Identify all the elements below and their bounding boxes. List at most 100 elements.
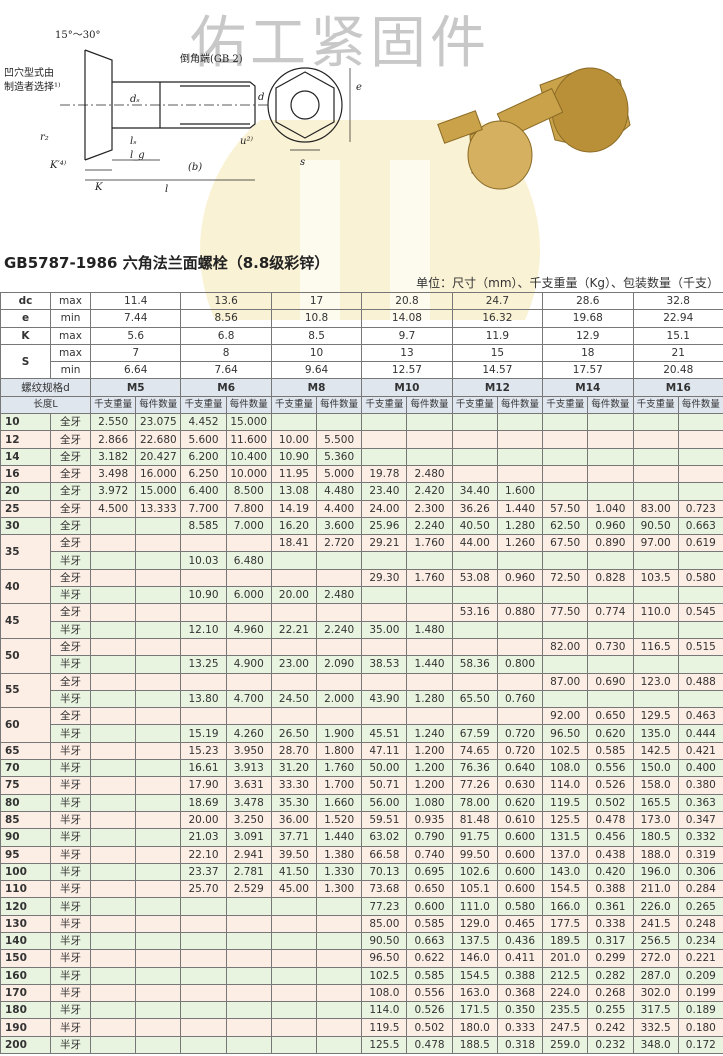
table-row: 25 全牙 4.500 13.333 7.700 7.800 14.19 4.400 24.00…	[0, 499, 723, 518]
table-cell: 0.800	[496, 655, 544, 674]
table-cell: 6.400	[180, 482, 227, 501]
thread-type: 半牙	[50, 776, 91, 795]
table-row: 80 半牙 18.69 3.478 35.30 1.660 56.00 1.080 78.00 0…	[0, 793, 723, 812]
table-cell: 0.265	[677, 897, 723, 916]
table-cell	[451, 551, 498, 570]
table-cell: 10.90	[180, 586, 227, 605]
table-cell	[496, 430, 544, 449]
spec-table: dc max 11.4 13.6 17 20.8 24.7 28.6 32.8 e min 7.44 8…	[0, 291, 723, 1055]
table-row: 200 半牙 125.5 0.478 188.5 0.318 259.0 0.232 348.0…	[0, 1035, 723, 1055]
table-cell: 0.411	[496, 949, 544, 968]
thread-type: 半牙	[50, 897, 91, 916]
table-cell	[180, 534, 227, 553]
table-cell: 0.828	[587, 568, 634, 588]
table-cell: 87.00	[542, 672, 589, 691]
table-cell: 0.248	[677, 914, 723, 933]
table-cell: 0.299	[587, 949, 634, 968]
table-cell: 103.5	[632, 568, 679, 588]
table-cell: 6.480	[225, 551, 272, 570]
table-cell	[225, 707, 272, 726]
table-cell: 150.0	[632, 759, 679, 778]
table-cell	[89, 949, 137, 968]
table-cell: 0.760	[496, 689, 544, 709]
table-cell	[225, 534, 272, 553]
sub-header: 每件数量	[587, 395, 634, 415]
table-cell	[89, 672, 137, 691]
table-cell: 287.0	[632, 966, 679, 985]
table-cell: 0.255	[587, 1001, 634, 1020]
sub-header: 千支重量	[632, 395, 679, 415]
table-cell: 189.5	[542, 931, 589, 951]
table-cell: 0.368	[496, 983, 544, 1003]
table-cell: 3.182	[89, 447, 137, 466]
length: 140	[0, 931, 51, 951]
table-cell	[89, 551, 137, 570]
table-cell	[316, 1018, 363, 1037]
table-cell: 348.0	[632, 1035, 679, 1055]
table-cell	[542, 689, 589, 709]
dimension-limit: max	[50, 291, 91, 311]
table-cell	[270, 1018, 318, 1037]
table-cell: 0.960	[587, 516, 634, 536]
table-cell	[180, 637, 227, 657]
size-header: M16	[632, 378, 723, 397]
table-cell: 196.0	[632, 862, 679, 882]
table-row: 65 半牙 15.23 3.950 28.70 1.800 47.11 1.200 74.65 0…	[0, 741, 723, 761]
table-cell: 8.585	[180, 516, 227, 536]
table-cell	[677, 482, 723, 501]
table-row: 140 半牙 90.50 0.663 137.5 0.436 189.5 0.317 256.5…	[0, 931, 723, 951]
title: GB5787-1986 六角法兰面螺栓（8.8级彩锌）	[4, 254, 330, 272]
thread-type: 半牙	[50, 689, 91, 709]
table-cell	[89, 966, 137, 985]
table-cell: 0.338	[587, 914, 634, 933]
table-cell: 29.21	[361, 534, 408, 553]
table-cell	[406, 551, 453, 570]
table-cell	[361, 603, 408, 622]
table-cell: 90.50	[361, 931, 408, 951]
drawing-label: l_g	[130, 150, 145, 161]
table-cell: 2.941	[225, 845, 272, 864]
table-cell: 72.50	[542, 568, 589, 588]
thread-type: 半牙	[50, 880, 91, 899]
table-cell	[225, 931, 272, 951]
thread-type: 半牙	[50, 931, 91, 951]
table-cell: 2.480	[406, 464, 453, 484]
table-cell: 91.75	[451, 828, 498, 847]
table-cell: 0.630	[496, 776, 544, 795]
table-cell	[677, 447, 723, 466]
table-cell	[406, 637, 453, 657]
length: 25	[0, 499, 51, 518]
table-cell: 317.5	[632, 1001, 679, 1020]
table-cell: 131.5	[542, 828, 589, 847]
table-cell	[225, 637, 272, 657]
table-cell	[135, 880, 182, 899]
table-cell: 0.363	[677, 793, 723, 812]
table-cell	[587, 551, 634, 570]
table-cell	[89, 724, 137, 743]
table-cell	[587, 447, 634, 466]
table-cell: 11.600	[225, 430, 272, 449]
size-header: M12	[451, 378, 544, 397]
table-cell: 26.50	[270, 724, 318, 743]
dimension-value: 16.32	[451, 309, 544, 328]
thread-type: 全牙	[50, 482, 91, 501]
size-header: M8	[270, 378, 363, 397]
dimension-limit: min	[50, 361, 91, 380]
table-cell	[677, 464, 723, 484]
table-cell	[632, 689, 679, 709]
table-cell: 0.663	[406, 931, 453, 951]
drawing-label: 15°～30°	[55, 30, 100, 41]
table-cell: 0.463	[677, 707, 723, 726]
dimension-value: 10	[270, 343, 363, 363]
table-cell	[451, 707, 498, 726]
table-cell: 2.300	[406, 499, 453, 518]
table-cell: 76.36	[451, 759, 498, 778]
table-cell	[496, 672, 544, 691]
table-cell	[496, 620, 544, 639]
table-cell	[270, 551, 318, 570]
length: 14	[0, 447, 51, 466]
table-cell	[542, 482, 589, 501]
thread-type: 半牙	[50, 741, 91, 761]
table-cell: 105.1	[451, 880, 498, 899]
table-cell	[135, 1001, 182, 1020]
